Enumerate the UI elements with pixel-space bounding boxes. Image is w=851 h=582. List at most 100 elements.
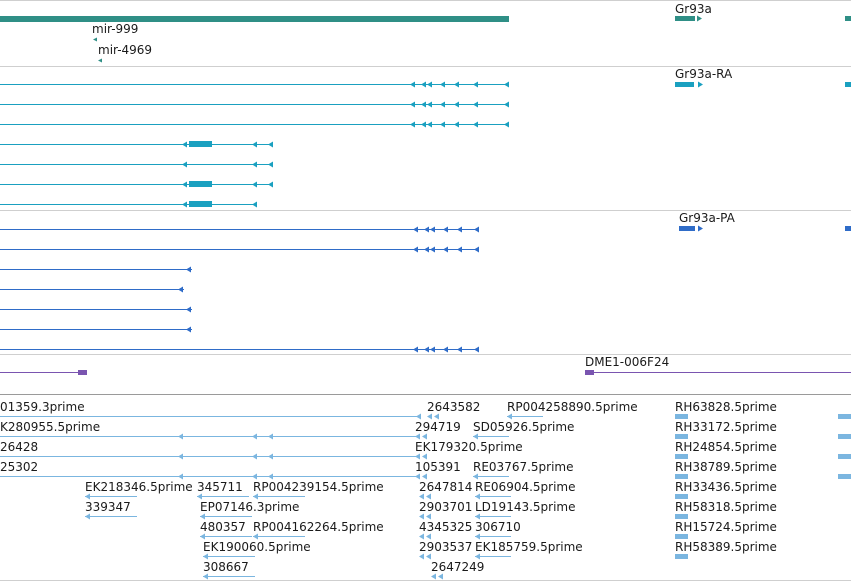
est-label[interactable]: RH24854.5prime: [675, 440, 777, 454]
strand-arrow: [697, 15, 702, 22]
strand-arrow: [252, 433, 257, 440]
strand-arrow: [474, 246, 479, 253]
strand-arrow: [426, 553, 431, 560]
est-label[interactable]: RH38789.5prime: [675, 460, 777, 474]
est-label[interactable]: EK190060.5prime: [203, 540, 311, 554]
strand-arrow: [430, 246, 435, 253]
strand-arrow: [419, 533, 424, 540]
est-block: [838, 454, 851, 459]
est-label[interactable]: RE06904.5prime: [475, 480, 576, 494]
est-label[interactable]: 345711: [197, 480, 243, 494]
est-label[interactable]: 308667: [203, 560, 249, 574]
gene-block: [845, 16, 851, 21]
est-label[interactable]: RH33436.5prime: [675, 480, 777, 494]
strand-arrow: [473, 101, 478, 108]
strand-arrow: [504, 81, 509, 88]
strand-arrow: [93, 37, 97, 42]
est-label[interactable]: RH15724.5prime: [675, 520, 777, 534]
strand-arrow: [427, 101, 432, 108]
est-label[interactable]: 339347: [85, 500, 131, 514]
est-label[interactable]: 4345325: [419, 520, 473, 534]
strand-arrow: [197, 493, 202, 500]
strand-arrow: [203, 573, 208, 580]
est-label[interactable]: EK185759.5prime: [475, 540, 583, 554]
exon-block: [189, 141, 212, 147]
strand-arrow: [457, 226, 462, 233]
est-label[interactable]: 2903701: [419, 500, 473, 514]
gene-block: [675, 16, 695, 21]
strand-arrow: [504, 121, 509, 128]
est-label[interactable]: RH58389.5prime: [675, 540, 777, 554]
est-label[interactable]: EP07146.3prime: [200, 500, 300, 514]
est-label[interactable]: LD19143.5prime: [475, 500, 576, 514]
est-label[interactable]: 480357: [200, 520, 246, 534]
gene-block: [0, 16, 509, 22]
est-label[interactable]: EK218346.5prime: [85, 480, 193, 494]
est-label[interactable]: RE03767.5prime: [473, 460, 574, 474]
est-block: [675, 454, 688, 459]
strand-arrow: [424, 346, 429, 353]
strand-arrow: [268, 473, 273, 480]
strand-arrow: [419, 513, 424, 520]
strand-arrow: [474, 346, 479, 353]
est-label[interactable]: RH33172.5prime: [675, 420, 777, 434]
est-label[interactable]: 25302: [0, 460, 39, 474]
est-label[interactable]: K280955.5prime: [0, 420, 101, 434]
est-label[interactable]: RP004239154.5prime: [253, 480, 384, 494]
strand-arrow: [252, 473, 257, 480]
est-label[interactable]: 2643582: [427, 400, 481, 414]
strand-arrow: [85, 493, 90, 500]
feature-label-mir-999[interactable]: mir-999: [92, 22, 139, 36]
est-label[interactable]: SD05926.5prime: [473, 420, 575, 434]
est-label[interactable]: 2903537: [419, 540, 473, 554]
strand-arrow: [178, 286, 183, 293]
feature-label-mir-4969[interactable]: mir-4969: [98, 43, 153, 57]
strand-arrow: [182, 141, 187, 148]
est-block: [838, 434, 851, 439]
strand-arrow: [253, 533, 258, 540]
est-label[interactable]: 2647249: [431, 560, 485, 574]
est-label[interactable]: RP004258890.5prime: [507, 400, 638, 414]
strand-arrow: [443, 246, 448, 253]
track-divider: [0, 210, 851, 211]
exon-block: [679, 226, 695, 231]
strand-arrow: [413, 246, 418, 253]
strand-arrow: [253, 493, 258, 500]
strand-arrow: [454, 101, 459, 108]
strand-arrow: [268, 141, 273, 148]
strand-arrow: [473, 81, 478, 88]
strand-arrow: [422, 453, 427, 460]
strand-arrow: [426, 493, 431, 500]
est-label[interactable]: 105391: [415, 460, 461, 474]
strand-arrow: [475, 493, 480, 500]
strand-arrow: [410, 121, 415, 128]
est-label[interactable]: 01359.3prime: [0, 400, 85, 414]
strand-arrow: [421, 81, 426, 88]
track-divider: [0, 66, 851, 67]
feature-label-gr93a-ra[interactable]: Gr93a-RA: [675, 67, 733, 81]
est-label[interactable]: EK179320.5prime: [415, 440, 523, 454]
est-block: [675, 514, 688, 519]
est-label[interactable]: RH58318.5prime: [675, 500, 777, 514]
strand-arrow: [698, 81, 703, 88]
strand-arrow: [475, 533, 480, 540]
est-label[interactable]: 294719: [415, 420, 461, 434]
est-label[interactable]: RP004162264.5prime: [253, 520, 384, 534]
est-label[interactable]: 26428: [0, 440, 39, 454]
est-label[interactable]: 2647814: [419, 480, 473, 494]
est-label[interactable]: RH63828.5prime: [675, 400, 777, 414]
strand-arrow: [427, 413, 432, 420]
est-label[interactable]: 306710: [475, 520, 521, 534]
strand-arrow: [178, 453, 183, 460]
strand-arrow: [413, 226, 418, 233]
strand-arrow: [200, 513, 205, 520]
strand-arrow: [252, 201, 257, 208]
strand-arrow: [410, 101, 415, 108]
strand-arrow: [438, 573, 443, 580]
feature-label-gr93a-pa[interactable]: Gr93a-PA: [679, 211, 735, 225]
track-divider: [0, 0, 851, 1]
feature-label-dme1-006f24[interactable]: DME1-006F24: [585, 355, 670, 369]
feature-label-gr93a-gene[interactable]: Gr93a: [675, 2, 712, 16]
